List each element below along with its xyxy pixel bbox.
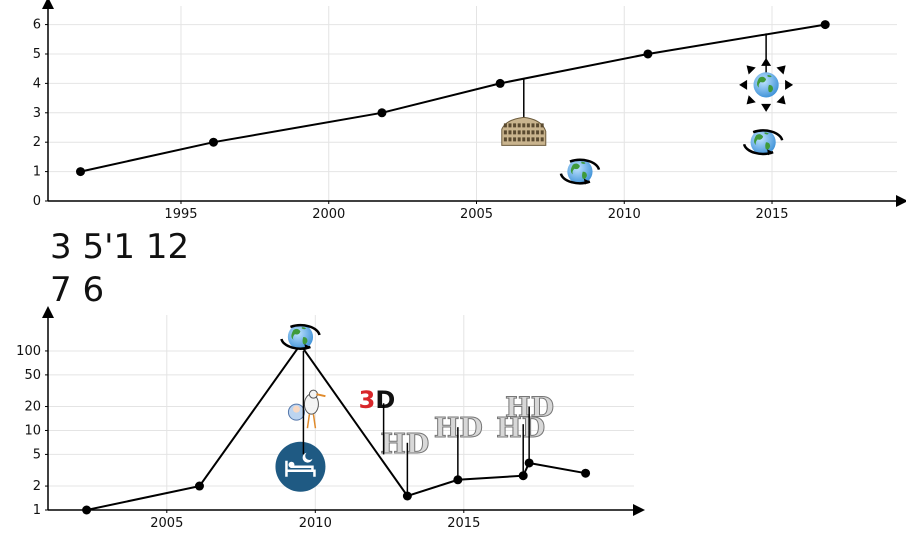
chart1-series-line (80, 23, 826, 173)
chart2-x-tick-label: 2010 (299, 516, 332, 531)
chart1-x-tick-label: 1995 (164, 207, 197, 222)
chart2-y-tick-label: 20 (24, 400, 41, 415)
chart1-x-tick-label: 2015 (755, 207, 788, 222)
globe-rotate-icon (742, 129, 784, 156)
caption-line-1: 3 5'1 12 (50, 227, 189, 267)
colosseum-icon (501, 116, 547, 146)
chart1-data-point (820, 20, 830, 30)
chart1-data-point (208, 137, 218, 147)
chart2-data-point (581, 468, 591, 478)
caption-line-2: 7 6 (50, 270, 104, 310)
3d-icon: 3D (359, 386, 396, 414)
chart1-y-tick-label: 0 (33, 194, 41, 209)
chart2-y-tick-label: 1 (33, 503, 41, 518)
svg-text:3D: 3D (359, 386, 396, 414)
globe-rotate-icon (559, 158, 601, 185)
chart2-y-tick-label: 2 (33, 479, 41, 494)
chart1-y-tick-label: 6 (33, 18, 41, 33)
hd-icon: HD (505, 392, 555, 424)
globe-expand-icon (739, 57, 794, 112)
svg-text:HD: HD (496, 413, 545, 444)
chart2-x-tick-label: 2015 (447, 516, 480, 531)
hd-icon: HD (496, 413, 546, 445)
chart1-x-tick-label: 2010 (608, 207, 641, 222)
svg-text:HD: HD (380, 429, 429, 460)
globe-rotate-icon (280, 323, 321, 350)
stork-baby-icon (287, 389, 326, 429)
chart1-data-point (643, 49, 653, 59)
sleep-bed-icon (275, 441, 326, 492)
chart2-y-tick-label: 100 (16, 344, 41, 359)
chart1-y-tick-label: 1 (33, 165, 41, 180)
chart1-x-tick-label: 2005 (460, 207, 493, 222)
hd-icon: HD (380, 428, 430, 460)
chart2-x-tick-label: 2005 (150, 516, 183, 531)
chart1-data-point (76, 167, 86, 177)
chart1-x-tick-label: 2000 (312, 207, 345, 222)
chart2-data-point (82, 505, 92, 515)
chart2-y-tick-label: 50 (24, 368, 41, 383)
chart2-data-point (194, 481, 204, 491)
chart2-y-tick-label: 5 (33, 447, 41, 462)
chart1-data-point (495, 78, 505, 88)
chart1-y-tick-label: 2 (33, 135, 41, 150)
svg-text:HD: HD (505, 393, 554, 424)
chart1-y-tick-label: 3 (33, 106, 41, 121)
chart2-y-tick-label: 10 (24, 423, 41, 438)
chart1-data-point (377, 108, 387, 118)
chart1-y-tick-label: 4 (33, 76, 41, 91)
chart1-y-tick-label: 5 (33, 47, 41, 62)
